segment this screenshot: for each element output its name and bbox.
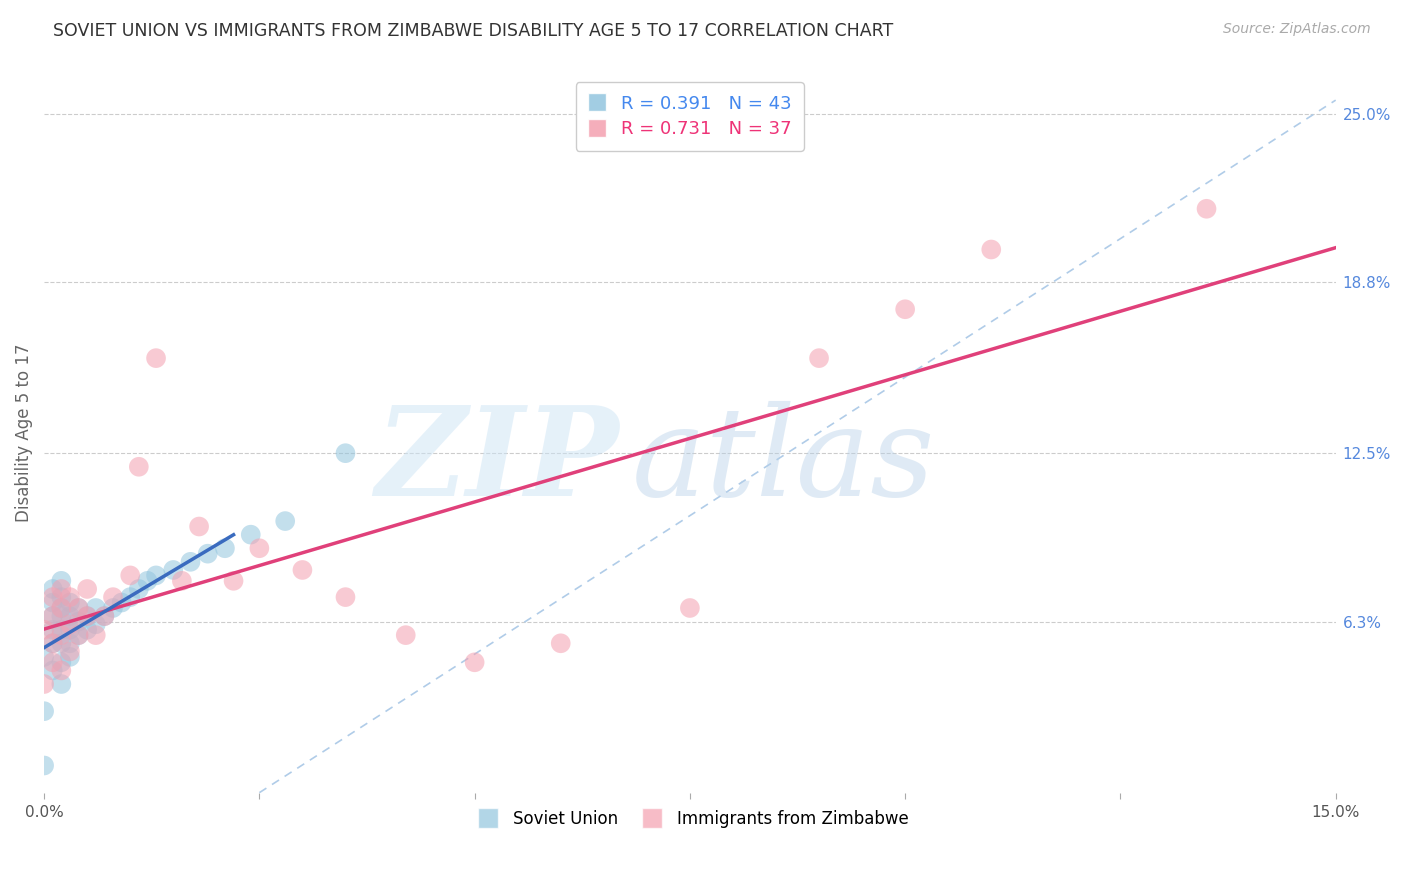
Point bbox=[51, 601, 73, 615]
Point bbox=[51, 677, 73, 691]
Text: atlas: atlas bbox=[631, 401, 935, 523]
Point bbox=[41, 609, 63, 624]
Point bbox=[59, 617, 82, 632]
Point bbox=[59, 596, 82, 610]
Point bbox=[76, 582, 98, 596]
Point bbox=[76, 623, 98, 637]
Y-axis label: Disability Age 5 to 17: Disability Age 5 to 17 bbox=[15, 343, 32, 522]
Point bbox=[93, 609, 115, 624]
Point bbox=[41, 590, 63, 604]
Point bbox=[41, 636, 63, 650]
Point bbox=[464, 655, 486, 669]
Point bbox=[214, 541, 236, 556]
Point bbox=[51, 601, 73, 615]
Point bbox=[41, 609, 63, 624]
Point bbox=[51, 628, 73, 642]
Point bbox=[128, 459, 150, 474]
Point bbox=[76, 609, 98, 624]
Point bbox=[1195, 202, 1218, 216]
Point bbox=[76, 609, 98, 624]
Point bbox=[59, 609, 82, 624]
Point bbox=[335, 590, 357, 604]
Point bbox=[59, 649, 82, 664]
Point bbox=[41, 664, 63, 678]
Point bbox=[51, 609, 73, 624]
Text: SOVIET UNION VS IMMIGRANTS FROM ZIMBABWE DISABILITY AGE 5 TO 17 CORRELATION CHAR: SOVIET UNION VS IMMIGRANTS FROM ZIMBABWE… bbox=[53, 22, 894, 40]
Point bbox=[59, 590, 82, 604]
Point bbox=[67, 601, 90, 615]
Point bbox=[84, 617, 107, 632]
Point bbox=[41, 582, 63, 596]
Point bbox=[51, 655, 73, 669]
Point bbox=[335, 446, 357, 460]
Point bbox=[51, 574, 73, 588]
Point bbox=[128, 582, 150, 596]
Point bbox=[41, 636, 63, 650]
Point bbox=[980, 243, 1002, 257]
Point bbox=[274, 514, 297, 528]
Point bbox=[67, 628, 90, 642]
Point bbox=[41, 655, 63, 669]
Point bbox=[170, 574, 193, 588]
Text: ZIP: ZIP bbox=[375, 401, 619, 523]
Point bbox=[67, 628, 90, 642]
Point bbox=[32, 677, 55, 691]
Point bbox=[93, 609, 115, 624]
Point bbox=[222, 574, 245, 588]
Point bbox=[32, 649, 55, 664]
Point bbox=[32, 704, 55, 718]
Point bbox=[145, 568, 167, 582]
Point bbox=[120, 590, 142, 604]
Point bbox=[67, 601, 90, 615]
Point bbox=[291, 563, 314, 577]
Point bbox=[110, 596, 132, 610]
Point bbox=[32, 758, 55, 772]
Point bbox=[197, 547, 219, 561]
Point bbox=[51, 664, 73, 678]
Point bbox=[59, 623, 82, 637]
Point bbox=[51, 590, 73, 604]
Point bbox=[59, 644, 82, 658]
Point bbox=[247, 541, 270, 556]
Point bbox=[679, 601, 702, 615]
Point bbox=[120, 568, 142, 582]
Point bbox=[179, 555, 201, 569]
Point bbox=[395, 628, 418, 642]
Point bbox=[67, 615, 90, 629]
Point bbox=[136, 574, 159, 588]
Point bbox=[162, 563, 184, 577]
Point bbox=[808, 351, 831, 365]
Point bbox=[84, 628, 107, 642]
Point bbox=[550, 636, 572, 650]
Point bbox=[101, 601, 124, 615]
Point bbox=[84, 601, 107, 615]
Text: Source: ZipAtlas.com: Source: ZipAtlas.com bbox=[1223, 22, 1371, 37]
Point bbox=[41, 596, 63, 610]
Point bbox=[51, 623, 73, 637]
Point bbox=[894, 302, 917, 317]
Point bbox=[59, 636, 82, 650]
Point bbox=[32, 623, 55, 637]
Legend: Soviet Union, Immigrants from Zimbabwe: Soviet Union, Immigrants from Zimbabwe bbox=[465, 804, 915, 835]
Point bbox=[51, 636, 73, 650]
Point bbox=[188, 519, 211, 533]
Point bbox=[101, 590, 124, 604]
Point bbox=[239, 527, 262, 541]
Point bbox=[51, 582, 73, 596]
Point bbox=[145, 351, 167, 365]
Point bbox=[41, 623, 63, 637]
